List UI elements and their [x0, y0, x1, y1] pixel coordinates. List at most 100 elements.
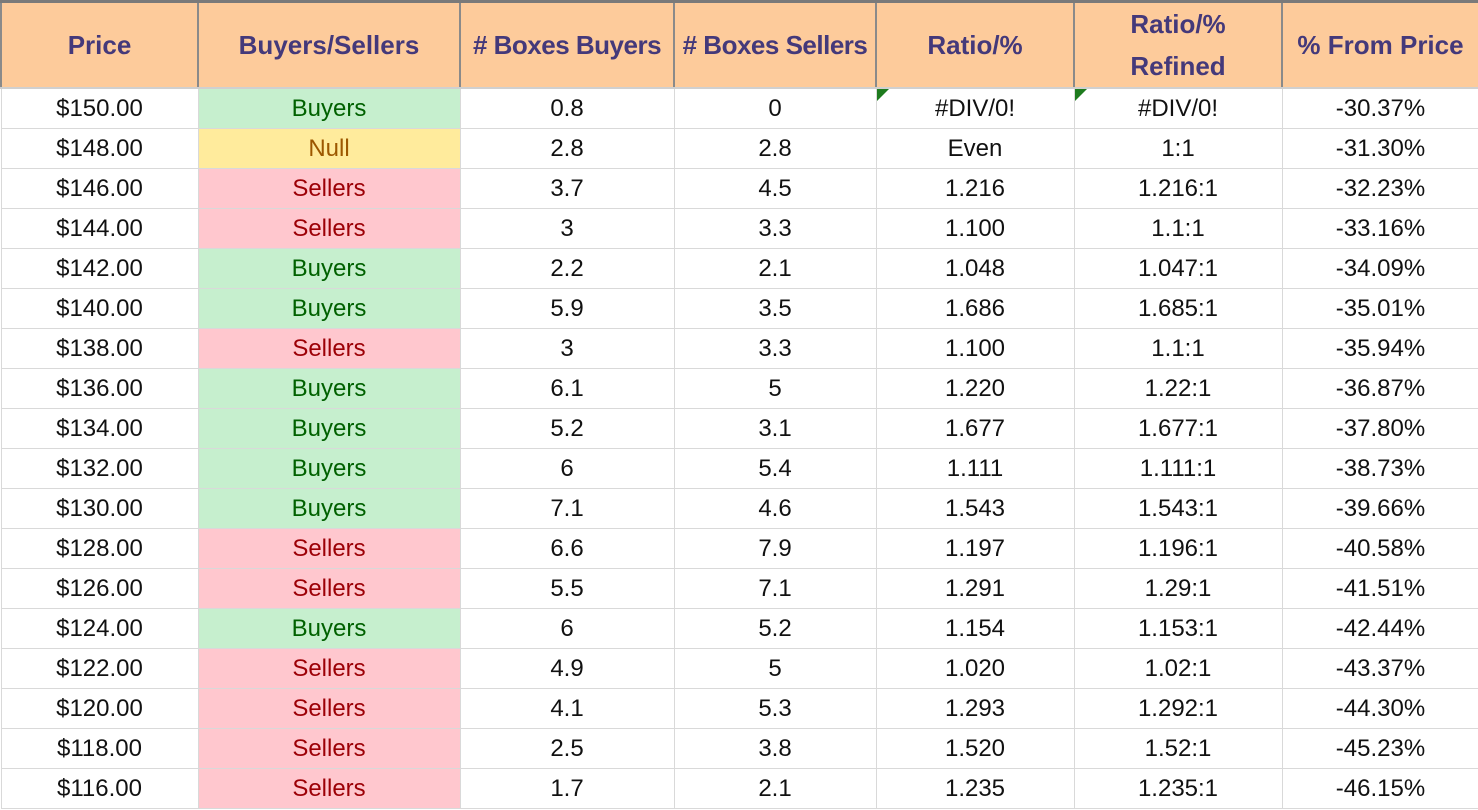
cell-ratio[interactable]: Even	[875, 128, 1075, 169]
cell-price[interactable]: $128.00	[0, 528, 199, 569]
cell-buyers-sellers[interactable]: Sellers	[197, 168, 461, 209]
cell-from-price[interactable]: -33.16%	[1281, 208, 1478, 249]
cell-buyers-sellers[interactable]: Sellers	[197, 528, 461, 569]
cell-ratio-refined[interactable]: 1.677:1	[1073, 408, 1283, 449]
cell-ratio-refined[interactable]: #DIV/0!	[1073, 87, 1283, 129]
cell-boxes-buyers[interactable]: 2.2	[459, 248, 675, 289]
cell-boxes-buyers[interactable]: 3	[459, 328, 675, 369]
cell-ratio[interactable]: 1.100	[875, 208, 1075, 249]
cell-from-price[interactable]: -31.30%	[1281, 128, 1478, 169]
header-boxes-sellers[interactable]: # Boxes Sellers	[673, 0, 877, 89]
cell-boxes-sellers[interactable]: 5	[673, 648, 877, 689]
cell-ratio[interactable]: 1.197	[875, 528, 1075, 569]
cell-price[interactable]: $134.00	[0, 408, 199, 449]
cell-price[interactable]: $126.00	[0, 568, 199, 609]
cell-ratio[interactable]: 1.020	[875, 648, 1075, 689]
cell-boxes-buyers[interactable]: 3	[459, 208, 675, 249]
error-indicator-icon[interactable]	[1074, 89, 1087, 101]
cell-boxes-sellers[interactable]: 2.1	[673, 248, 877, 289]
cell-from-price[interactable]: -41.51%	[1281, 568, 1478, 609]
cell-boxes-sellers[interactable]: 5.2	[673, 608, 877, 649]
cell-boxes-sellers[interactable]: 2.8	[673, 128, 877, 169]
cell-price[interactable]: $148.00	[0, 128, 199, 169]
cell-ratio-refined[interactable]: 1.047:1	[1073, 248, 1283, 289]
cell-from-price[interactable]: -43.37%	[1281, 648, 1478, 689]
cell-from-price[interactable]: -32.23%	[1281, 168, 1478, 209]
cell-from-price[interactable]: -36.87%	[1281, 368, 1478, 409]
cell-ratio[interactable]: 1.216	[875, 168, 1075, 209]
cell-from-price[interactable]: -46.15%	[1281, 768, 1478, 809]
cell-price[interactable]: $122.00	[0, 648, 199, 689]
cell-ratio-refined[interactable]: 1.235:1	[1073, 768, 1283, 809]
cell-boxes-buyers[interactable]: 6	[459, 448, 675, 489]
cell-price[interactable]: $150.00	[0, 87, 199, 129]
cell-price[interactable]: $136.00	[0, 368, 199, 409]
cell-boxes-buyers[interactable]: 4.1	[459, 688, 675, 729]
cell-boxes-sellers[interactable]: 4.6	[673, 488, 877, 529]
cell-from-price[interactable]: -44.30%	[1281, 688, 1478, 729]
cell-ratio-refined[interactable]: 1.216:1	[1073, 168, 1283, 209]
cell-buyers-sellers[interactable]: Sellers	[197, 768, 461, 809]
error-indicator-icon[interactable]	[876, 89, 889, 101]
cell-boxes-sellers[interactable]: 5.3	[673, 688, 877, 729]
cell-buyers-sellers[interactable]: Buyers	[197, 87, 461, 129]
cell-ratio-refined[interactable]: 1.292:1	[1073, 688, 1283, 729]
cell-price[interactable]: $116.00	[0, 768, 199, 809]
cell-from-price[interactable]: -37.80%	[1281, 408, 1478, 449]
cell-boxes-sellers[interactable]: 4.5	[673, 168, 877, 209]
cell-price[interactable]: $140.00	[0, 288, 199, 329]
cell-from-price[interactable]: -34.09%	[1281, 248, 1478, 289]
cell-boxes-sellers[interactable]: 3.1	[673, 408, 877, 449]
cell-ratio-refined[interactable]: 1.02:1	[1073, 648, 1283, 689]
cell-boxes-sellers[interactable]: 3.3	[673, 208, 877, 249]
cell-boxes-sellers[interactable]: 7.9	[673, 528, 877, 569]
cell-from-price[interactable]: -42.44%	[1281, 608, 1478, 649]
cell-buyers-sellers[interactable]: Buyers	[197, 248, 461, 289]
cell-ratio[interactable]: 1.100	[875, 328, 1075, 369]
cell-ratio-refined[interactable]: 1.52:1	[1073, 728, 1283, 769]
cell-buyers-sellers[interactable]: Sellers	[197, 648, 461, 689]
cell-ratio[interactable]: 1.520	[875, 728, 1075, 769]
cell-from-price[interactable]: -35.01%	[1281, 288, 1478, 329]
header-price[interactable]: Price	[0, 0, 199, 89]
cell-boxes-buyers[interactable]: 5.9	[459, 288, 675, 329]
cell-ratio-refined[interactable]: 1.685:1	[1073, 288, 1283, 329]
cell-buyers-sellers[interactable]: Buyers	[197, 608, 461, 649]
cell-ratio-refined[interactable]: 1.22:1	[1073, 368, 1283, 409]
cell-buyers-sellers[interactable]: Buyers	[197, 288, 461, 329]
header-buyers-sellers[interactable]: Buyers/Sellers	[197, 0, 461, 89]
cell-ratio-refined[interactable]: 1.153:1	[1073, 608, 1283, 649]
cell-ratio[interactable]: 1.291	[875, 568, 1075, 609]
cell-boxes-buyers[interactable]: 2.8	[459, 128, 675, 169]
cell-boxes-buyers[interactable]: 6	[459, 608, 675, 649]
cell-buyers-sellers[interactable]: Buyers	[197, 488, 461, 529]
cell-ratio[interactable]: 1.677	[875, 408, 1075, 449]
cell-price[interactable]: $120.00	[0, 688, 199, 729]
cell-boxes-sellers[interactable]: 3.3	[673, 328, 877, 369]
cell-price[interactable]: $142.00	[0, 248, 199, 289]
cell-price[interactable]: $130.00	[0, 488, 199, 529]
cell-buyers-sellers[interactable]: Buyers	[197, 368, 461, 409]
cell-price[interactable]: $124.00	[0, 608, 199, 649]
cell-ratio-refined[interactable]: 1.1:1	[1073, 328, 1283, 369]
cell-from-price[interactable]: -45.23%	[1281, 728, 1478, 769]
cell-boxes-sellers[interactable]: 5.4	[673, 448, 877, 489]
cell-from-price[interactable]: -40.58%	[1281, 528, 1478, 569]
cell-price[interactable]: $118.00	[0, 728, 199, 769]
cell-boxes-buyers[interactable]: 6.1	[459, 368, 675, 409]
cell-ratio[interactable]: 1.220	[875, 368, 1075, 409]
cell-ratio-refined[interactable]: 1.543:1	[1073, 488, 1283, 529]
cell-boxes-buyers[interactable]: 5.2	[459, 408, 675, 449]
cell-from-price[interactable]: -39.66%	[1281, 488, 1478, 529]
cell-ratio-refined[interactable]: 1.29:1	[1073, 568, 1283, 609]
cell-ratio[interactable]: 1.235	[875, 768, 1075, 809]
cell-buyers-sellers[interactable]: Buyers	[197, 408, 461, 449]
cell-boxes-buyers[interactable]: 5.5	[459, 568, 675, 609]
cell-boxes-buyers[interactable]: 0.8	[459, 87, 675, 129]
cell-boxes-sellers[interactable]: 7.1	[673, 568, 877, 609]
cell-buyers-sellers[interactable]: Sellers	[197, 328, 461, 369]
cell-ratio-refined[interactable]: 1:1	[1073, 128, 1283, 169]
cell-buyers-sellers[interactable]: Sellers	[197, 208, 461, 249]
header-from-price[interactable]: % From Price	[1281, 0, 1478, 89]
header-boxes-buyers[interactable]: # Boxes Buyers	[459, 0, 675, 89]
